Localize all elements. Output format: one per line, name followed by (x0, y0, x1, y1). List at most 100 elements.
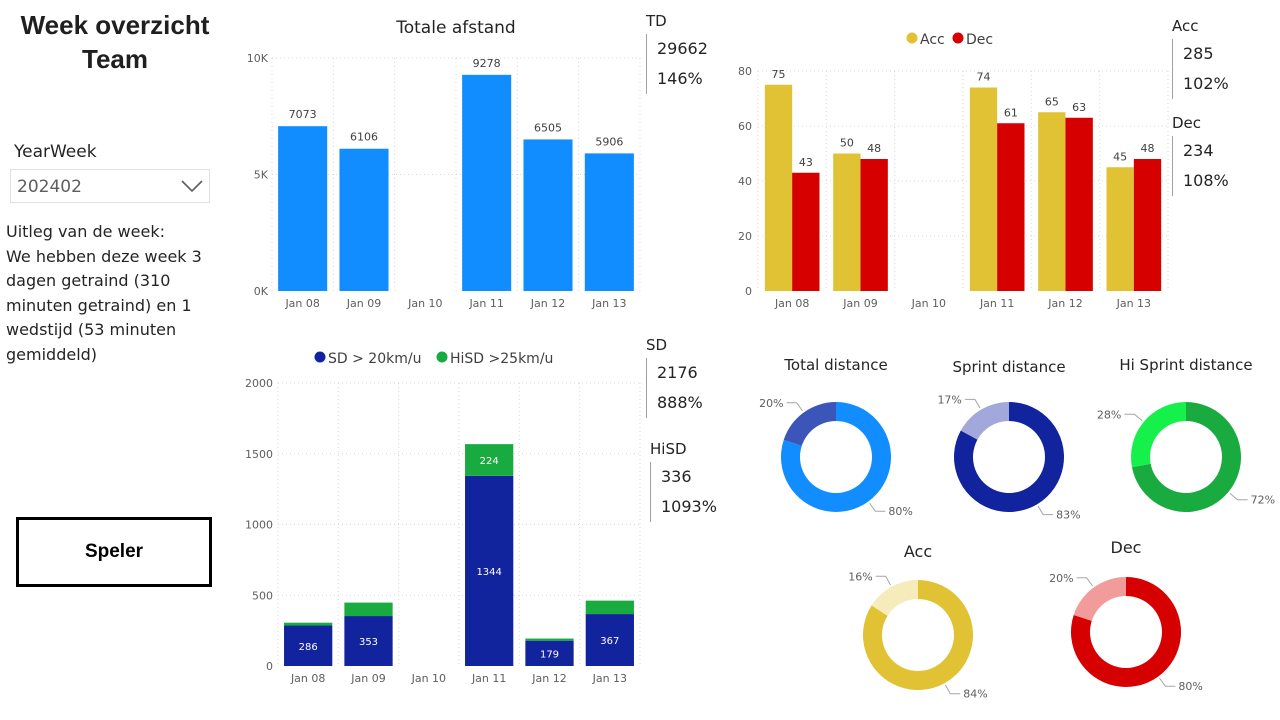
data-label: 74 (977, 71, 991, 84)
bar (860, 159, 888, 291)
explanation-line: Uitleg van de week: (6, 222, 165, 241)
kpi-percentage: 1093% (661, 497, 717, 516)
bar (278, 126, 328, 291)
data-label: 48 (867, 142, 881, 155)
kpi-label: SD (646, 336, 668, 354)
data-label: 20% (1049, 572, 1073, 585)
kpi-card-sd: SD 2176 888% (646, 336, 703, 418)
data-label: 80% (888, 505, 912, 518)
legend-marker (436, 351, 448, 363)
leader-line (1037, 505, 1054, 516)
bar-segment (465, 475, 514, 666)
kpi-value: 29662 (657, 39, 708, 58)
y-tick-label: 0 (266, 660, 273, 673)
x-tick-label: Jan 10 (411, 672, 446, 685)
y-tick-label: 2000 (245, 377, 273, 390)
kpi-values: 336 1093% (650, 462, 717, 522)
kpi-label: TD (646, 12, 667, 30)
x-tick-label: Jan 11 (468, 297, 503, 310)
leader-line (875, 575, 891, 586)
bar-segment (585, 614, 634, 666)
pie-slice (1073, 577, 1126, 621)
leader-line (869, 502, 886, 512)
bar-segment (344, 602, 393, 617)
leader-line (1124, 413, 1143, 422)
bar-segment (284, 625, 333, 666)
leader-line (1076, 577, 1093, 587)
yearweek-dropdown[interactable]: 202402 (10, 169, 210, 203)
y-tick-label: 40 (738, 175, 752, 188)
x-tick-label: Jan 08 (290, 672, 325, 685)
data-label: 9278 (473, 57, 501, 70)
leader-line (945, 684, 961, 695)
x-tick-label: Jan 13 (591, 297, 626, 310)
kpi-values: 285 102% (1172, 39, 1229, 99)
data-label: 353 (359, 637, 378, 648)
bar (339, 148, 389, 291)
data-label: 224 (480, 456, 499, 467)
x-tick-label: Jan 10 (407, 297, 442, 310)
kpi-value: 2176 (657, 363, 698, 382)
bar-segment (525, 640, 574, 666)
data-label: 65 (1045, 95, 1059, 108)
x-tick-label: Jan 13 (1116, 297, 1151, 310)
chart-title: Sprint distance (952, 358, 1065, 376)
bar (462, 74, 512, 291)
page-title-line2: Team (82, 44, 148, 74)
pie-slice (1131, 402, 1241, 512)
y-tick-label: 5K (254, 169, 269, 182)
chart-title: Acc (904, 542, 932, 561)
kpi-values: 234 108% (1172, 136, 1229, 196)
explanation-line: We hebben deze week 3 (6, 246, 202, 266)
leader-line (1159, 677, 1176, 687)
data-label: 5906 (595, 135, 623, 148)
data-label: 16% (848, 570, 872, 583)
speler-button[interactable]: Speler (16, 517, 212, 587)
kpi-percentage: 888% (657, 393, 703, 412)
pie-slice (871, 580, 918, 616)
kpi-percentage: 146% (657, 69, 703, 88)
bar (1038, 112, 1066, 291)
bar (764, 84, 793, 291)
legend-label: Acc (920, 32, 945, 48)
legend-label: HiSD >25km/u (450, 351, 553, 367)
bar (997, 123, 1025, 291)
page-title-line1: Week overzicht (20, 10, 210, 40)
y-tick-label: 60 (738, 120, 752, 133)
legend-label: SD > 20km/u (328, 351, 421, 367)
legend-marker (906, 32, 918, 44)
x-tick-label: Jan 11 (979, 297, 1014, 310)
x-tick-label: Jan 08 (774, 297, 809, 310)
x-tick-label: Jan 09 (842, 297, 877, 310)
data-label: 367 (600, 636, 619, 647)
data-label: 6106 (350, 131, 378, 144)
pie-slice (1071, 577, 1182, 687)
bar-segment (585, 600, 634, 615)
data-label: 286 (299, 642, 318, 653)
data-label: 75 (772, 68, 786, 81)
kpi-values: 2176 888% (646, 358, 703, 418)
data-label: 61 (1004, 106, 1018, 119)
legend-label: Dec (966, 32, 993, 48)
chart-title: Totale afstand (395, 18, 515, 38)
y-tick-label: 0 (745, 285, 752, 298)
bar (792, 172, 820, 291)
kpi-card-hisd: HiSD 336 1093% (650, 440, 717, 522)
pie-slice (960, 401, 1009, 440)
data-label: 72% (1251, 494, 1275, 507)
pie-slice (781, 402, 892, 512)
slicer-label: YearWeek (14, 142, 97, 162)
data-label: 179 (540, 649, 559, 660)
chevron-down-icon[interactable] (179, 174, 205, 198)
kpi-card-td: TD 29662 146% (646, 12, 708, 94)
bar (1065, 117, 1093, 291)
bar (584, 153, 634, 291)
data-label: 45 (1113, 150, 1127, 163)
data-label: 50 (840, 137, 854, 150)
kpi-value: 336 (661, 467, 692, 486)
y-tick-label: 80 (738, 65, 752, 78)
kpi-value: 285 (1183, 44, 1214, 63)
x-tick-label: Jan 08 (284, 297, 319, 310)
pie-slice (783, 402, 836, 446)
bar-segment (284, 622, 333, 626)
